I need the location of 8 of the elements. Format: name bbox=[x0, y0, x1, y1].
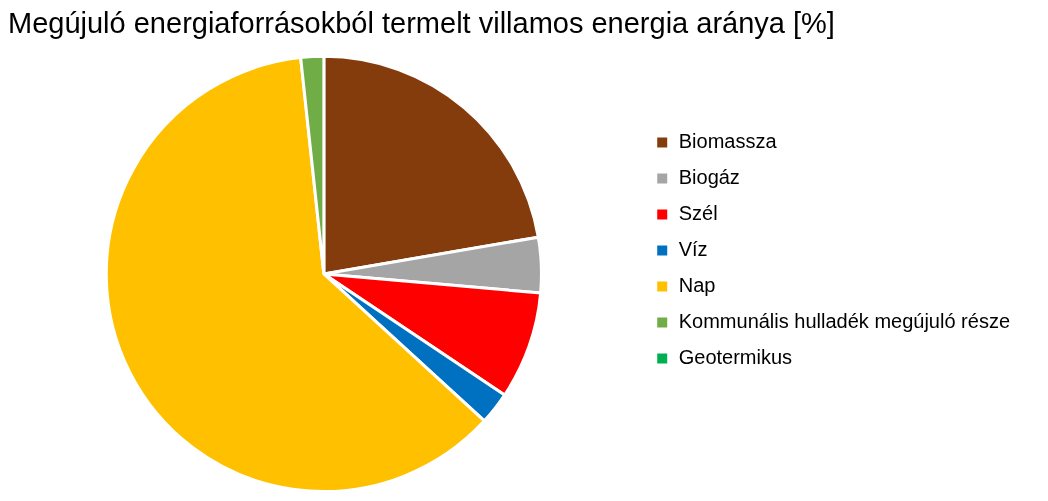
legend-label: Szél bbox=[678, 202, 718, 225]
legend-label: Biogáz bbox=[678, 166, 740, 189]
legend-label: Víz bbox=[678, 238, 708, 261]
chart-title: Megújuló energiaforrásokból termelt villamos energia aránya [%] bbox=[8, 7, 835, 40]
legend-label: Kommunális hulladék megújuló része bbox=[678, 310, 1010, 333]
legend-label: Nap bbox=[678, 274, 716, 297]
legend-label: Geotermikus bbox=[678, 346, 793, 369]
legend-label: Biomassza bbox=[678, 130, 778, 153]
